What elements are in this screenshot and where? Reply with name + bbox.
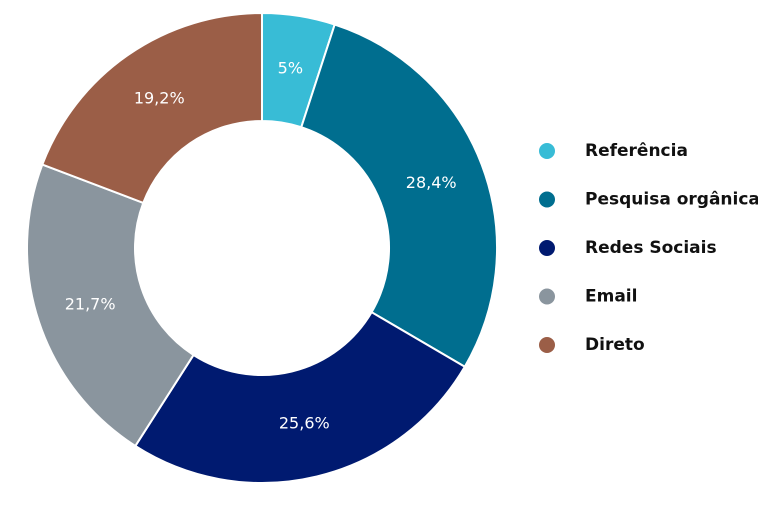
- donut-slice: [41, 11, 263, 205]
- donut-slice: [133, 310, 467, 484]
- data-label: 25,6%: [279, 413, 330, 432]
- legend-label: Direto: [585, 335, 645, 355]
- legend-swatch: [539, 337, 555, 353]
- data-label: 19,2%: [134, 89, 185, 108]
- donut-slice: [300, 23, 498, 369]
- legend-swatch: [539, 191, 555, 208]
- data-label: 21,7%: [65, 294, 116, 313]
- legend-label: Email: [585, 287, 637, 307]
- donut-slice: [26, 163, 195, 448]
- legend-swatch: [539, 240, 555, 256]
- legend-swatch: [539, 288, 555, 305]
- data-label: 5%: [278, 59, 303, 78]
- data-label: 28,4%: [406, 173, 457, 192]
- legend-label: Redes Sociais: [585, 238, 717, 258]
- legend-swatch: [539, 143, 555, 159]
- legend-label: Pesquisa orgânica: [585, 190, 758, 210]
- legend-label: Referência: [585, 141, 688, 161]
